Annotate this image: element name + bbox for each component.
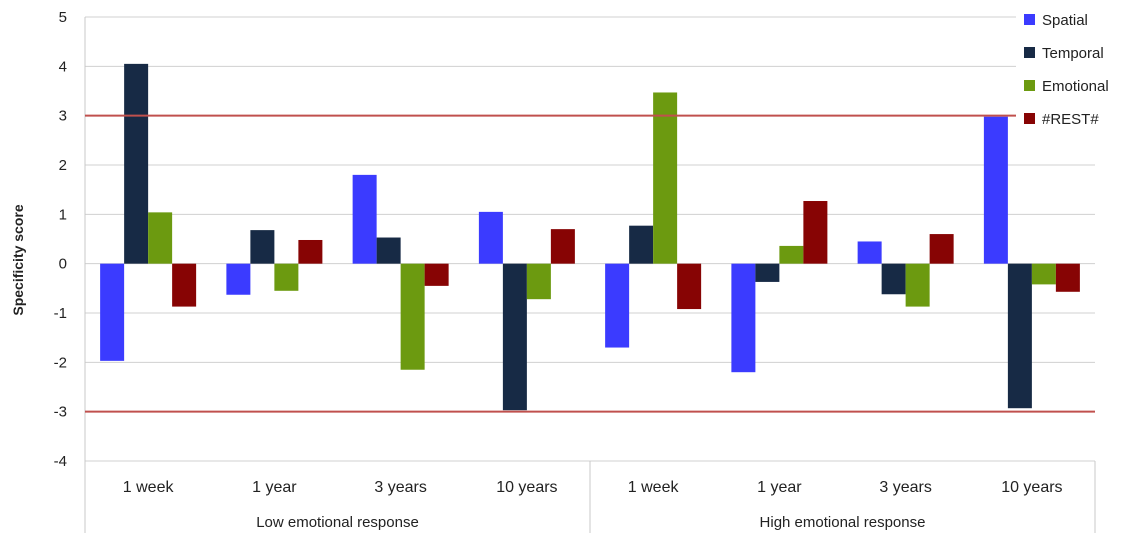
- bar-temporal: [755, 263, 780, 282]
- bar-temporal: [1007, 263, 1032, 409]
- legend-swatch: [1024, 80, 1035, 91]
- bar-emotional: [905, 263, 930, 307]
- x-tick-label: 10 years: [1001, 479, 1062, 496]
- x-tick-label: 1 week: [123, 479, 175, 496]
- x-tick-label: 3 years: [879, 479, 931, 496]
- bar-rest: [298, 239, 323, 264]
- y-tick-label: -1: [54, 305, 67, 322]
- legend-swatch: [1024, 113, 1035, 124]
- bar-temporal: [881, 263, 906, 295]
- y-tick-label: 3: [59, 108, 67, 125]
- legend-label: Emotional: [1042, 78, 1109, 95]
- y-tick-label: 2: [59, 157, 67, 174]
- x-tick-label: 1 year: [757, 479, 802, 496]
- y-tick-label: -2: [54, 354, 67, 371]
- group-label: Low emotional response: [256, 514, 419, 531]
- bar-rest: [803, 201, 828, 264]
- legend-label: #REST#: [1042, 111, 1099, 128]
- bar-spatial: [352, 174, 377, 264]
- bars: [100, 63, 1080, 411]
- bar-emotional: [148, 212, 173, 264]
- bar-rest: [677, 263, 702, 310]
- y-tick-label: 4: [59, 58, 67, 75]
- y-tick-label: 1: [59, 206, 67, 223]
- bar-temporal: [250, 230, 275, 264]
- y-tick-label: 5: [59, 9, 67, 26]
- bar-temporal: [376, 237, 401, 264]
- bar-spatial: [983, 116, 1008, 264]
- bar-rest: [929, 234, 954, 264]
- legend-swatch: [1024, 14, 1035, 25]
- y-tick-label: -3: [54, 404, 67, 421]
- legend-label: Spatial: [1042, 12, 1088, 29]
- reference-lines: [85, 114, 1095, 413]
- bar-spatial: [226, 263, 251, 295]
- bar-temporal: [502, 263, 527, 411]
- bar-rest: [424, 263, 449, 286]
- bar-spatial: [100, 263, 125, 361]
- y-tick-label: -4: [54, 453, 67, 470]
- bar-rest: [550, 229, 575, 264]
- bar-spatial: [731, 263, 756, 373]
- x-tick-label: 1 year: [252, 479, 297, 496]
- legend-label: Temporal: [1042, 45, 1104, 62]
- bar-spatial: [478, 211, 503, 264]
- bar-emotional: [779, 245, 804, 264]
- bar-spatial: [857, 241, 882, 264]
- group-label: High emotional response: [760, 514, 926, 531]
- y-tick-labels: 5 4 3 2 1 0 -1 -2 -3 -4: [54, 9, 67, 470]
- legend: Spatial Temporal Emotional #REST#: [1016, 6, 1128, 136]
- bar-emotional: [1031, 263, 1056, 285]
- bar-rest: [1055, 263, 1080, 292]
- bar-temporal: [124, 63, 149, 264]
- bar-rest: [172, 263, 197, 307]
- bar-emotional: [400, 263, 425, 370]
- y-tick-label: 0: [59, 256, 67, 273]
- bar-spatial: [605, 263, 630, 348]
- bar-temporal: [629, 225, 654, 264]
- legend-swatch: [1024, 47, 1035, 58]
- x-tick-label: 3 years: [374, 479, 426, 496]
- bar-emotional: [526, 263, 551, 300]
- bar-emotional: [274, 263, 299, 291]
- x-tick-label: 1 week: [628, 479, 680, 496]
- x-axis: 1 week 1 year 3 years 10 years 1 week 1 year 3…: [84, 461, 1096, 533]
- y-axis-label: Specificity score: [10, 204, 26, 315]
- x-tick-label: 10 years: [496, 479, 557, 496]
- bar-emotional: [653, 92, 678, 264]
